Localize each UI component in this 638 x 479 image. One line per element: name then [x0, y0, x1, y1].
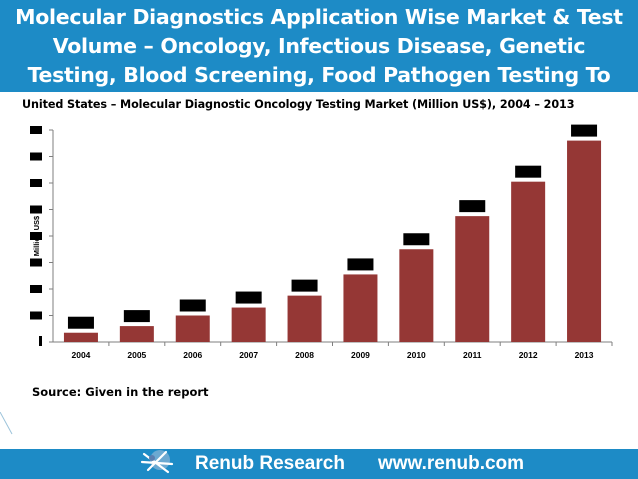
bar	[455, 216, 490, 342]
y-tick-redaction	[30, 232, 42, 240]
bar	[119, 326, 154, 342]
x-tick-label: 2007	[239, 350, 258, 360]
x-tick-label: 2009	[351, 350, 370, 360]
bar	[343, 274, 378, 342]
bar	[567, 140, 602, 342]
data-label-redaction	[235, 291, 262, 304]
y-tick-redactions	[30, 126, 42, 346]
bar	[175, 315, 210, 342]
bar	[399, 249, 434, 342]
data-label-redaction	[515, 165, 542, 178]
y-tick-redaction	[30, 152, 42, 161]
y-tick-redaction	[30, 205, 42, 214]
renub-logo-icon	[140, 450, 174, 474]
data-label-redaction	[347, 258, 374, 271]
y-tick-redaction	[30, 258, 42, 267]
bar-series	[63, 124, 602, 342]
data-label-redaction	[67, 316, 94, 329]
y-tick-redaction	[30, 126, 42, 134]
company-name: Renub Research	[195, 453, 345, 474]
x-tick-label: 2008	[295, 350, 314, 360]
chart-title: United States – Molecular Diagnostic Onc…	[22, 98, 575, 111]
slide-title: Molecular Diagnostics Application Wise M…	[15, 5, 623, 116]
bar-chart: Million US$ 2004 2005 2006 2007 2008 2009 2010…	[30, 124, 613, 360]
y-tick-redaction	[30, 285, 42, 293]
footer-bar	[0, 449, 638, 479]
x-tick-label: 2013	[575, 350, 594, 360]
y-tick-redaction	[30, 179, 42, 187]
x-tick-label: 2006	[183, 350, 202, 360]
data-label-redaction	[571, 124, 598, 137]
data-label-redaction	[179, 299, 206, 312]
y-axis-label: Million US$	[32, 215, 41, 256]
x-tick-label: 2011	[463, 350, 482, 360]
source-note: Source: Given in the report	[32, 385, 209, 399]
x-tick-label: 2004	[71, 350, 90, 360]
bar	[287, 295, 322, 342]
data-label-redaction	[403, 233, 430, 246]
y-tick-redaction	[39, 336, 42, 346]
data-label-redaction	[459, 200, 486, 213]
y-tick-redaction	[30, 311, 42, 320]
title-banner	[0, 0, 638, 92]
data-label-redaction	[123, 310, 150, 323]
website-link[interactable]: www.renub.com	[378, 453, 525, 474]
corner-decoration	[0, 412, 13, 435]
x-tick-label: 2012	[519, 350, 538, 360]
data-label-redaction	[291, 279, 318, 292]
bar	[511, 181, 546, 342]
bar	[231, 307, 266, 342]
x-tick-label: 2005	[127, 350, 146, 360]
x-tick-label: 2010	[407, 350, 426, 360]
bar	[63, 332, 98, 342]
